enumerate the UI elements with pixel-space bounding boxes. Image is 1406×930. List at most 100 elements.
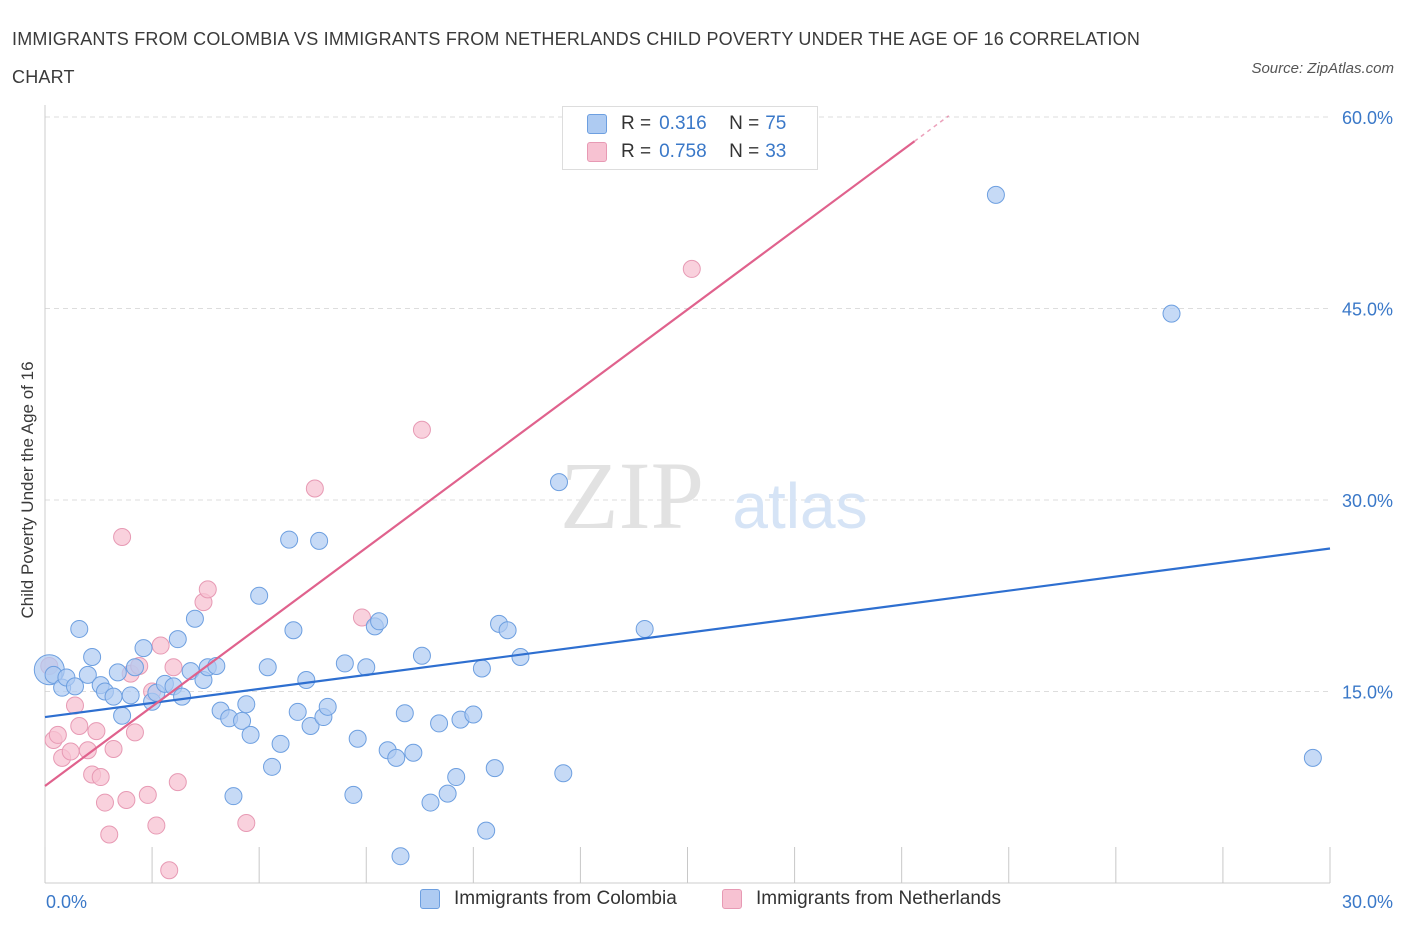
colombia-point xyxy=(280,530,299,549)
colombia-point xyxy=(550,473,568,492)
colombia-point xyxy=(185,609,204,628)
netherlands-point xyxy=(95,793,114,812)
x-tick-label: 30.0% xyxy=(1342,892,1393,912)
colombia-trend-line xyxy=(44,547,1331,719)
netherlands-point xyxy=(151,636,170,655)
netherlands-point xyxy=(147,816,166,835)
legend-r-value: 0.758 xyxy=(659,141,707,162)
colombia-point xyxy=(485,759,504,778)
netherlands-point xyxy=(160,861,179,880)
series-legend-label: Immigrants from Netherlands xyxy=(756,888,1001,909)
y-tick-label: 60.0% xyxy=(1342,108,1393,128)
axis-layer xyxy=(44,105,1331,884)
legend-row-netherlands: R = 0.758 N = 33 xyxy=(587,139,786,165)
netherlands-point xyxy=(352,608,371,627)
colombia-point xyxy=(430,714,449,733)
colombia-point xyxy=(395,704,414,723)
netherlands-point xyxy=(48,725,67,744)
colombia-point xyxy=(472,659,491,678)
colombia-point xyxy=(391,847,410,866)
netherlands-point xyxy=(87,722,106,741)
netherlands-trend-extension xyxy=(914,115,950,142)
colombia-point xyxy=(438,784,457,803)
tick-labels: 15.0% 30.0% 45.0% 60.0% 0.0% 30.0% xyxy=(46,108,1393,912)
netherlands-point xyxy=(104,739,123,758)
legend-r-label: R = xyxy=(621,113,652,134)
colombia-point xyxy=(168,630,187,649)
legend-n-label: N = xyxy=(729,113,760,134)
series-swatch-netherlands xyxy=(722,889,742,909)
legend-r-value: 0.316 xyxy=(659,113,707,134)
colombia-point xyxy=(635,619,654,638)
colombia-point xyxy=(258,658,277,677)
colombia-point xyxy=(511,648,530,667)
colombia-point xyxy=(1303,748,1322,767)
grid-layer xyxy=(45,116,1330,692)
colombia-point xyxy=(554,764,573,783)
legend-r-label: R = xyxy=(621,141,652,162)
netherlands-point xyxy=(91,768,110,787)
legend-n-value: 33 xyxy=(765,141,787,162)
colombia-point xyxy=(134,639,153,658)
colombia-point xyxy=(344,785,363,804)
watermark: ZIP atlas xyxy=(560,442,868,549)
watermark-atlas: atlas xyxy=(732,470,867,542)
netherlands-point xyxy=(412,420,431,439)
y-tick-label: 30.0% xyxy=(1342,491,1393,511)
series-legend: Immigrants from Colombia Immigrants from… xyxy=(0,888,1406,916)
trend-lines xyxy=(44,115,1331,787)
source-label: Source: ZipAtlas.com xyxy=(1251,60,1394,77)
colombia-point xyxy=(237,695,256,714)
series-legend-label: Immigrants from Colombia xyxy=(454,888,677,909)
legend-row-colombia: R = 0.316 N = 75 xyxy=(587,111,786,137)
series-legend-colombia: Immigrants from Colombia xyxy=(420,888,677,910)
netherlands-point xyxy=(70,716,89,735)
correlation-legend: R = 0.316 N = 75 R = 0.758 N = 33 xyxy=(562,106,818,170)
colombia-point xyxy=(447,768,466,787)
colombia-point xyxy=(83,648,102,667)
netherlands-point xyxy=(78,741,97,760)
colombia-point xyxy=(108,663,127,682)
colombia-point xyxy=(318,697,337,716)
colombia-point xyxy=(65,677,84,696)
colombia-point xyxy=(335,654,354,673)
colombia-point xyxy=(271,734,290,753)
colombia-point xyxy=(986,185,1005,204)
series-legend-netherlands: Immigrants from Netherlands xyxy=(722,888,1001,910)
colombia-point xyxy=(113,706,132,725)
netherlands-point xyxy=(164,658,183,677)
y-axis-label: Child Poverty Under the Age of 16 xyxy=(18,361,37,619)
watermark-zip: ZIP xyxy=(560,442,704,549)
legend-n-label: N = xyxy=(729,141,760,162)
colombia-point xyxy=(250,586,269,605)
colombia-points xyxy=(33,185,1322,866)
colombia-point xyxy=(241,725,260,744)
colombia-point xyxy=(387,748,406,767)
netherlands-point xyxy=(125,723,144,742)
legend-n-value: 75 xyxy=(765,113,787,134)
netherlands-points xyxy=(40,259,701,880)
colombia-point xyxy=(297,671,316,690)
netherlands-point xyxy=(237,813,256,832)
colombia-point xyxy=(301,716,320,735)
netherlands-point xyxy=(682,259,701,278)
netherlands-point xyxy=(305,479,324,498)
colombia-point xyxy=(70,619,89,638)
x-tick-label: 0.0% xyxy=(46,892,87,912)
y-tick-label: 15.0% xyxy=(1342,683,1393,703)
colombia-point xyxy=(173,687,192,706)
netherlands-point xyxy=(100,825,119,844)
netherlands-point xyxy=(168,773,187,792)
colombia-point xyxy=(310,531,329,550)
colombia-point xyxy=(224,787,243,806)
colombia-point xyxy=(233,711,252,730)
colombia-point xyxy=(263,757,282,776)
colombia-point xyxy=(477,821,496,840)
netherlands-trend-line xyxy=(44,140,916,787)
colombia-point xyxy=(348,729,367,748)
netherlands-point xyxy=(198,580,217,599)
colombia-point xyxy=(464,705,483,724)
netherlands-point xyxy=(61,742,80,761)
colombia-point xyxy=(284,621,303,640)
